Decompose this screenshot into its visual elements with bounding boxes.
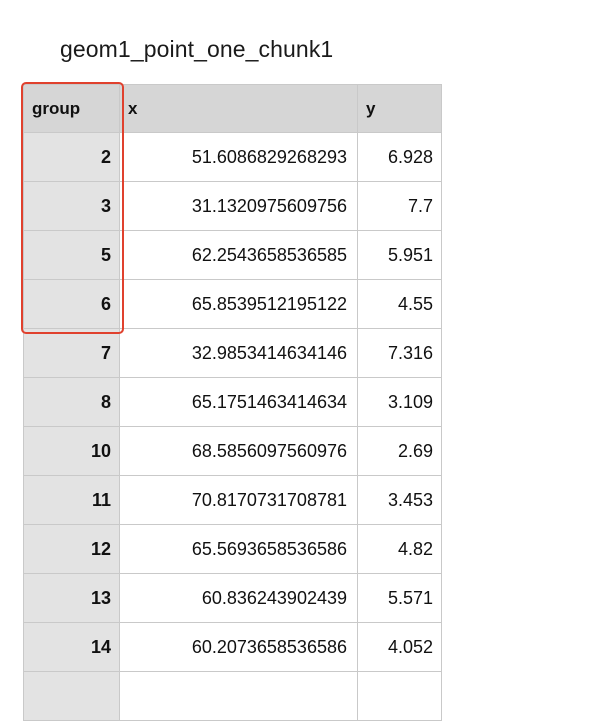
group-cell[interactable]: 6 <box>23 279 120 329</box>
group-cell[interactable]: 12 <box>23 524 120 574</box>
x-cell[interactable]: 70.8170731708781 <box>119 475 358 525</box>
x-cell[interactable]: 60.2073658536586 <box>119 622 358 672</box>
y-cell[interactable]: 4.052 <box>357 622 442 672</box>
x-cell[interactable]: 65.8539512195122 <box>119 279 358 329</box>
y-cell[interactable]: 7.7 <box>357 181 442 231</box>
group-cell[interactable]: 13 <box>23 573 120 623</box>
data-table: group x y 2 51.6086829268293 6.928 3 31.… <box>23 84 442 721</box>
y-cell[interactable]: 2.69 <box>357 426 442 476</box>
group-cell[interactable] <box>23 671 120 721</box>
group-cell[interactable]: 3 <box>23 181 120 231</box>
group-cell[interactable]: 2 <box>23 132 120 182</box>
x-cell[interactable]: 60.836243902439 <box>119 573 358 623</box>
table-row: 3 31.1320975609756 7.7 <box>23 181 442 231</box>
table-row: 13 60.836243902439 5.571 <box>23 573 442 623</box>
x-cell[interactable] <box>119 671 358 721</box>
table-row: 2 51.6086829268293 6.928 <box>23 132 442 182</box>
group-cell[interactable]: 11 <box>23 475 120 525</box>
table-row: 7 32.9853414634146 7.316 <box>23 328 442 378</box>
y-cell[interactable]: 3.453 <box>357 475 442 525</box>
group-cell[interactable]: 8 <box>23 377 120 427</box>
header-row: group x y <box>23 84 442 133</box>
y-cell[interactable]: 7.316 <box>357 328 442 378</box>
x-cell[interactable]: 51.6086829268293 <box>119 132 358 182</box>
x-cell[interactable]: 32.9853414634146 <box>119 328 358 378</box>
group-cell[interactable]: 7 <box>23 328 120 378</box>
table-row: 12 65.5693658536586 4.82 <box>23 524 442 574</box>
column-header-y[interactable]: y <box>357 84 442 133</box>
table-title: geom1_point_one_chunk1 <box>60 36 334 62</box>
column-header-group[interactable]: group <box>23 84 120 133</box>
column-header-x[interactable]: x <box>119 84 358 133</box>
y-cell[interactable]: 5.571 <box>357 573 442 623</box>
table-row: 14 60.2073658536586 4.052 <box>23 622 442 672</box>
x-cell[interactable]: 68.5856097560976 <box>119 426 358 476</box>
group-cell[interactable]: 10 <box>23 426 120 476</box>
y-cell[interactable]: 4.82 <box>357 524 442 574</box>
y-cell[interactable]: 3.109 <box>357 377 442 427</box>
table-row: 6 65.8539512195122 4.55 <box>23 279 442 329</box>
group-cell[interactable]: 14 <box>23 622 120 672</box>
y-cell[interactable]: 5.951 <box>357 230 442 280</box>
table-row: 8 65.1751463414634 3.109 <box>23 377 442 427</box>
x-cell[interactable]: 31.1320975609756 <box>119 181 358 231</box>
y-cell[interactable]: 4.55 <box>357 279 442 329</box>
x-cell[interactable]: 65.5693658536586 <box>119 524 358 574</box>
group-cell[interactable]: 5 <box>23 230 120 280</box>
y-cell[interactable]: 6.928 <box>357 132 442 182</box>
x-cell[interactable]: 65.1751463414634 <box>119 377 358 427</box>
table-row-partial <box>23 671 442 721</box>
x-cell[interactable]: 62.2543658536585 <box>119 230 358 280</box>
table-row: 5 62.2543658536585 5.951 <box>23 230 442 280</box>
table-row: 10 68.5856097560976 2.69 <box>23 426 442 476</box>
table-row: 11 70.8170731708781 3.453 <box>23 475 442 525</box>
y-cell[interactable] <box>357 671 442 721</box>
